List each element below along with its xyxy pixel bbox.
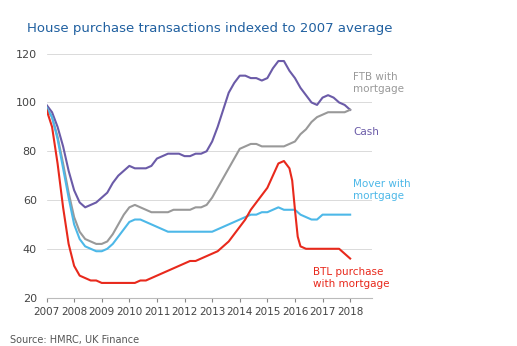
Text: BTL purchase
with mortgage: BTL purchase with mortgage: [313, 267, 389, 289]
Text: Source: HMRC, UK Finance: Source: HMRC, UK Finance: [10, 335, 140, 345]
Text: Mover with
mortgage: Mover with mortgage: [353, 180, 410, 201]
Title: House purchase transactions indexed to 2007 average: House purchase transactions indexed to 2…: [27, 22, 392, 35]
Text: Cash: Cash: [353, 127, 379, 137]
Text: FTB with
mortgage: FTB with mortgage: [353, 72, 404, 94]
